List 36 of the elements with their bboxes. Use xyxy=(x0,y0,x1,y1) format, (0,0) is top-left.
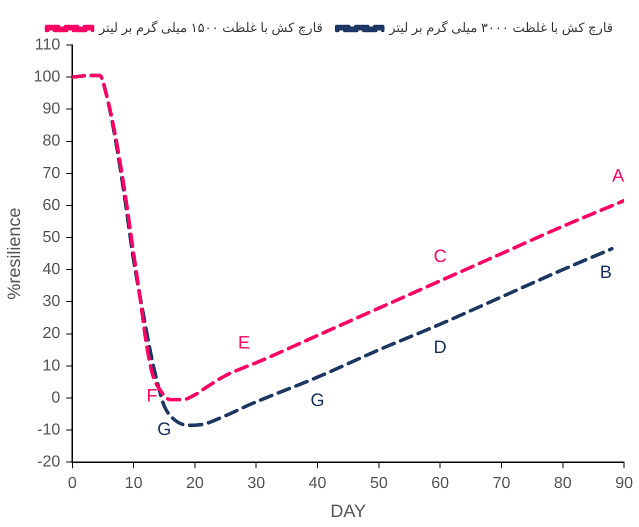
annotation: G xyxy=(310,390,325,410)
y-axis-title: %resilience xyxy=(4,208,24,300)
x-tick-label: 0 xyxy=(68,475,77,492)
y-tick-label: 60 xyxy=(42,196,60,214)
y-tick-label: 90 xyxy=(42,100,60,118)
legend-label: قارچ کش با غلظت ۳۰۰۰ میلی گرم بر لیتر xyxy=(388,20,614,36)
y-tick-label: 50 xyxy=(42,228,60,246)
y-tick-label: 80 xyxy=(42,132,60,150)
x-axis-title: DAY xyxy=(330,501,366,522)
x-tick-label: 40 xyxy=(308,475,327,492)
y-tick-label: 20 xyxy=(42,325,60,342)
annotation: C xyxy=(434,246,447,266)
y-tick-label: 0 xyxy=(51,389,60,406)
x-tick-label: 90 xyxy=(615,475,634,492)
annotation: B xyxy=(600,262,612,282)
x-tick-label: 60 xyxy=(431,475,450,492)
y-tick-label: 100 xyxy=(34,68,60,86)
x-tick-label: 10 xyxy=(124,475,143,492)
x-tick-label: 20 xyxy=(186,475,204,492)
annotation: E xyxy=(238,332,250,352)
annotation: F xyxy=(146,385,158,406)
legend-label: قارچ کش با غلظت ۱۵۰۰ میلی گرم بر لیتر xyxy=(98,20,323,36)
y-tick-label: 110 xyxy=(34,36,60,54)
y-tick-label: 30 xyxy=(42,293,60,310)
y-tick-label: 40 xyxy=(42,261,60,278)
y-tick-label: 10 xyxy=(42,357,60,374)
x-tick-label: 70 xyxy=(492,475,510,492)
annotation: D xyxy=(434,337,447,358)
y-tick-label: -20 xyxy=(37,454,60,471)
y-tick-label: 70 xyxy=(42,164,60,182)
annotation: G xyxy=(157,419,172,440)
annotation: A xyxy=(612,166,624,186)
x-tick-label: 50 xyxy=(370,475,388,492)
x-tick-label: 80 xyxy=(554,475,572,492)
y-tick-label: -10 xyxy=(37,422,60,439)
x-tick-label: 30 xyxy=(247,475,266,492)
